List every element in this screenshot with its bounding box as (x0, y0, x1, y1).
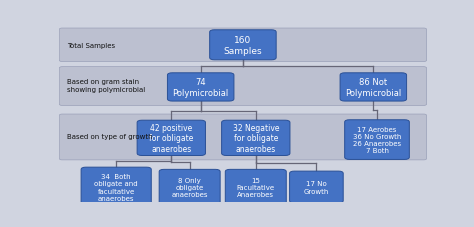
FancyBboxPatch shape (225, 170, 286, 205)
Text: 34  Both
obligate and
facultative
anaerobes: 34 Both obligate and facultative anaerob… (94, 173, 138, 201)
FancyBboxPatch shape (345, 120, 410, 160)
Text: 86 Not
Polymicrobial: 86 Not Polymicrobial (345, 78, 401, 97)
Text: 160
Samples: 160 Samples (224, 36, 262, 55)
FancyBboxPatch shape (290, 171, 343, 203)
FancyBboxPatch shape (222, 121, 290, 156)
FancyBboxPatch shape (340, 74, 407, 102)
Text: 8 Only
obligate
anaerobes: 8 Only obligate anaerobes (172, 177, 208, 197)
Text: Based on type of growth: Based on type of growth (66, 133, 152, 139)
FancyBboxPatch shape (81, 168, 151, 207)
Text: Total Samples: Total Samples (66, 43, 115, 49)
Text: 32 Negative
for obligate
anaerobes: 32 Negative for obligate anaerobes (233, 123, 279, 153)
Text: Based on gram stain
showing polymicrobial: Based on gram stain showing polymicrobia… (66, 79, 145, 93)
Text: 42 positive
for obligate
anaerobes: 42 positive for obligate anaerobes (149, 123, 193, 153)
Text: 15
Facultative
Anaerobes: 15 Facultative Anaerobes (237, 177, 275, 197)
Text: 17 Aerobes
36 No Growth
26 Anaerobes
7 Both: 17 Aerobes 36 No Growth 26 Anaerobes 7 B… (353, 126, 401, 154)
FancyBboxPatch shape (59, 115, 427, 160)
Text: 74
Polymicrobial: 74 Polymicrobial (173, 78, 229, 97)
FancyBboxPatch shape (137, 121, 205, 156)
Text: 17 No
Growth: 17 No Growth (304, 180, 329, 194)
FancyBboxPatch shape (59, 29, 427, 62)
FancyBboxPatch shape (167, 74, 234, 102)
FancyBboxPatch shape (159, 170, 220, 205)
FancyBboxPatch shape (59, 67, 427, 106)
FancyBboxPatch shape (210, 31, 276, 61)
